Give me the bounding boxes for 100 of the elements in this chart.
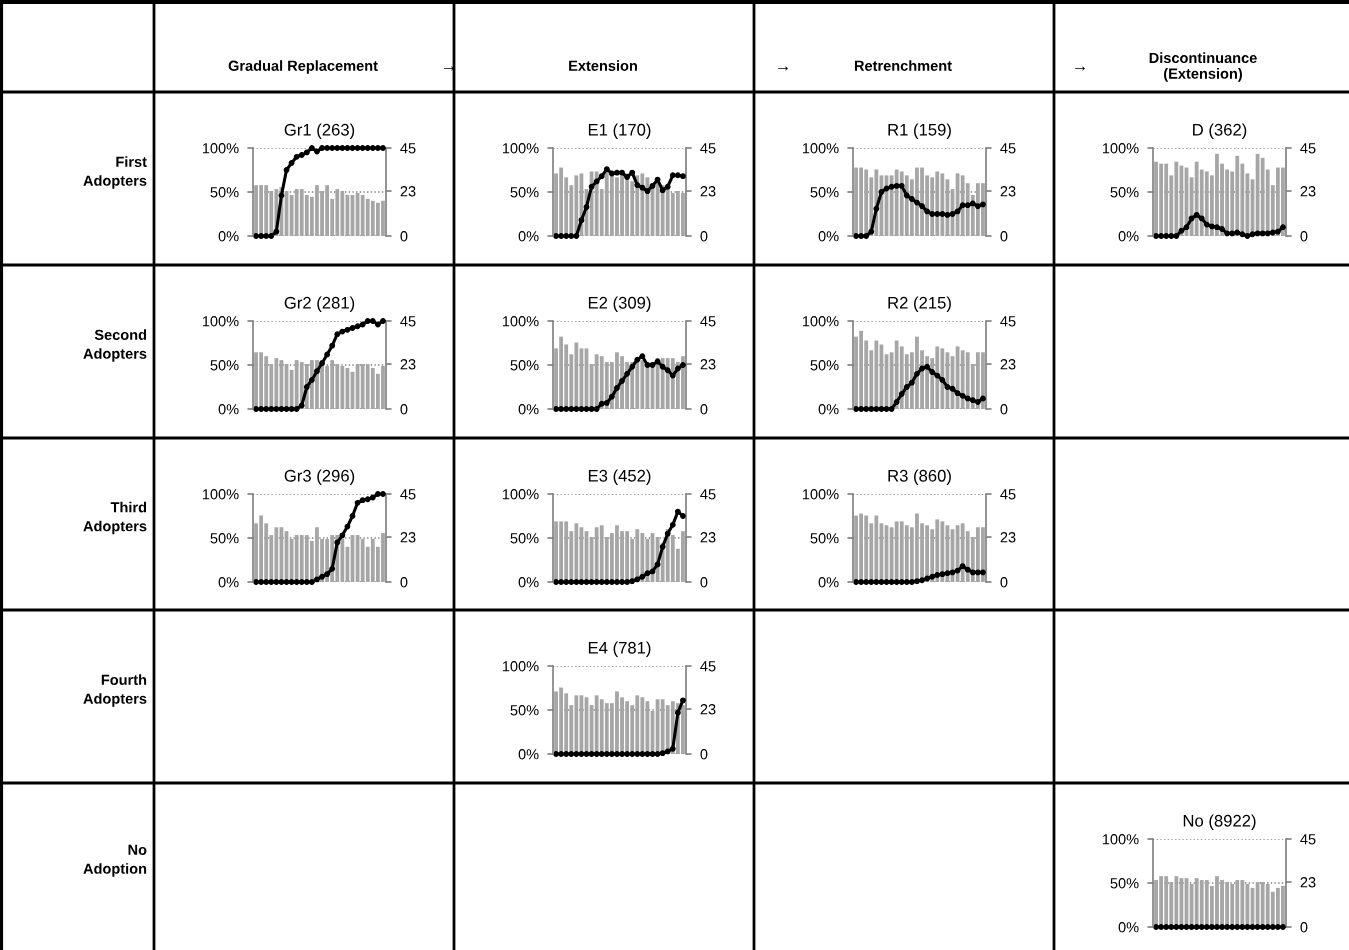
point [959,392,966,399]
point [344,523,351,530]
point [319,573,325,580]
point [929,369,936,375]
point [588,183,595,190]
point [634,576,641,583]
point [329,342,336,349]
point [319,360,325,367]
y-tick-label: 0% [218,231,239,242]
point [634,751,641,757]
point [608,579,615,585]
point [868,406,875,412]
point [949,569,956,576]
point [903,579,910,585]
chart-title: D (362) [1193,123,1247,139]
point [669,372,676,379]
point [969,569,976,576]
point [1219,226,1225,232]
point [573,579,580,585]
point [598,173,605,180]
y-tick-label: 50% [810,187,839,198]
y-tick-label: 100% [802,143,839,154]
category-label: Gradual Replacement [228,60,378,74]
y-tick-label: 100% [802,489,839,500]
point [644,570,651,577]
point [329,145,336,151]
point [634,182,641,188]
point [898,182,905,189]
y-tick-label: 100% [502,661,539,672]
point [964,395,971,402]
point [278,579,285,585]
point [598,400,605,407]
point [573,406,580,412]
point [578,579,585,585]
point [349,325,356,331]
point [893,182,900,189]
point [959,563,966,570]
point [324,351,331,358]
point [273,579,280,585]
chart-title: Gr1 (263) [284,123,355,139]
point [369,318,376,324]
point [929,573,936,580]
point [308,145,315,151]
point [639,751,646,757]
point [924,575,931,582]
point [583,751,590,757]
point [329,565,336,572]
point [258,406,265,412]
point [380,145,386,151]
point [858,406,865,412]
point [903,192,910,199]
point [934,211,941,217]
point [354,499,361,506]
y-tick-label: 100% [202,489,239,500]
point [359,145,366,151]
point [334,539,341,546]
chart-title: Gr2 (281) [284,296,355,312]
y2-tick-label: 0 [1000,577,1008,588]
y2-tick-label: 45 [700,316,716,327]
y-tick-label: 0% [818,231,839,242]
point [1188,215,1195,222]
point [959,202,966,209]
point [914,578,920,585]
point [863,233,870,239]
point [374,321,381,328]
point [664,748,671,755]
point [303,384,310,390]
point [588,751,595,757]
point [954,567,961,574]
point [568,406,575,412]
y-tick-label: 50% [810,360,839,371]
point [858,233,865,239]
point [964,202,971,209]
chart-title: E1 (170) [588,123,651,139]
point [644,188,651,195]
point [908,579,915,585]
point [614,751,620,757]
point [603,751,610,757]
point [308,377,315,383]
point [924,208,931,215]
point [868,579,875,585]
point [624,579,631,585]
point [278,406,285,412]
point [288,160,295,166]
y2-tick-label: 45 [1300,834,1316,845]
y-tick-label: 100% [202,316,239,327]
point [563,579,570,585]
y-tick-label: 0% [218,577,239,588]
point [654,561,661,568]
point [639,573,646,580]
point [314,148,320,155]
y-tick-label: 50% [1110,878,1139,889]
y-tick-label: 0% [818,404,839,415]
y2-tick-label: 23 [400,186,416,197]
point [283,579,290,585]
category-label: No Adoption [83,844,147,877]
category-label: Retrenchment [854,60,952,71]
chart-title: E2 (309) [588,296,651,312]
point [354,323,361,330]
point [364,318,371,324]
